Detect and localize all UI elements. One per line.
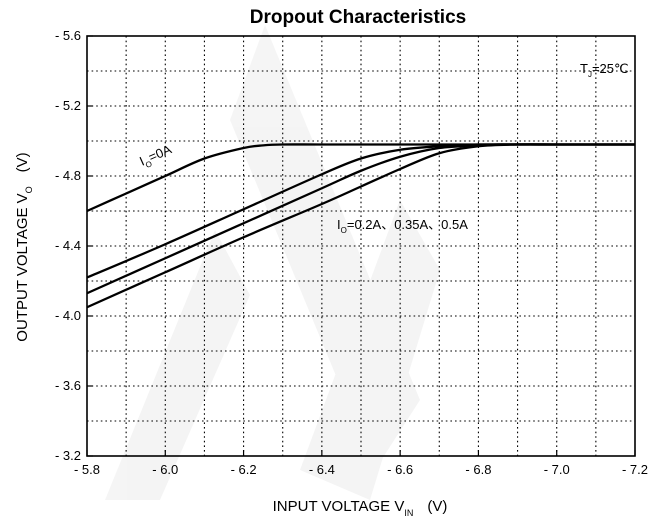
y-axis-label: OUTPUT VOLTAGE VO (V) [14,152,34,341]
y-tick-label: - 4.8 [55,168,81,183]
io0-main: I [137,154,146,169]
io0-rest: =0A [146,141,174,164]
series-layer [86,143,635,309]
x-tick-label: - 6.8 [465,462,491,477]
axis-ticks: - 5.8 - 6.0 - 6.2 - 6.4 - 6.6 - 6.8 - 7.0 - 7.2… [55,28,648,477]
series-line-4 [86,143,635,309]
y-tick-label: - 5.2 [55,98,81,113]
loaded-sub: O [341,226,347,235]
x-tick-label: - 6.0 [152,462,178,477]
y-tick-label: - 4.4 [55,238,81,253]
x-axis-label-main: INPUT VOLTAGE V [273,498,405,515]
x-tick-label: - 6.4 [309,462,335,477]
temperature-label: TJ=25℃ [580,61,629,79]
x-tick-label: - 7.0 [544,462,570,477]
y-axis-label-unit: (V) [14,152,31,172]
x-axis-label-unit: (V) [427,498,447,515]
y-axis-label-main: OUTPUT VOLTAGE V [14,193,31,341]
curves-loaded-label: IO=0.2A、0.35A、0.5A [337,217,468,235]
x-tick-label: - 5.8 [74,462,100,477]
x-tick-label: - 6.2 [231,462,257,477]
x-axis-label: INPUT VOLTAGE VIN (V) [273,498,448,517]
y-tick-label: - 3.6 [55,378,81,393]
chart-title: Dropout Characteristics [250,7,466,28]
curve-io0-label: IO=0A [137,141,175,171]
x-tick-label: - 7.2 [622,462,648,477]
y-tick-label: - 4.0 [55,308,81,323]
grid-lines [87,36,635,456]
y-axis-label-sub: O [24,186,34,193]
io0-sub: O [144,159,153,170]
temp-rest: =25℃ [592,61,629,76]
y-tick-label: - 5.6 [55,28,81,43]
x-axis-label-sub: IN [404,508,413,517]
loaded-rest: =0.2A、0.35A、0.5A [347,217,468,232]
temp-sub: J [588,70,592,79]
temp-main: T [580,61,588,76]
watermark-logo [105,25,440,500]
y-tick-label: - 3.2 [55,448,81,463]
loaded-main: I [337,217,341,232]
x-tick-label: - 6.6 [387,462,413,477]
